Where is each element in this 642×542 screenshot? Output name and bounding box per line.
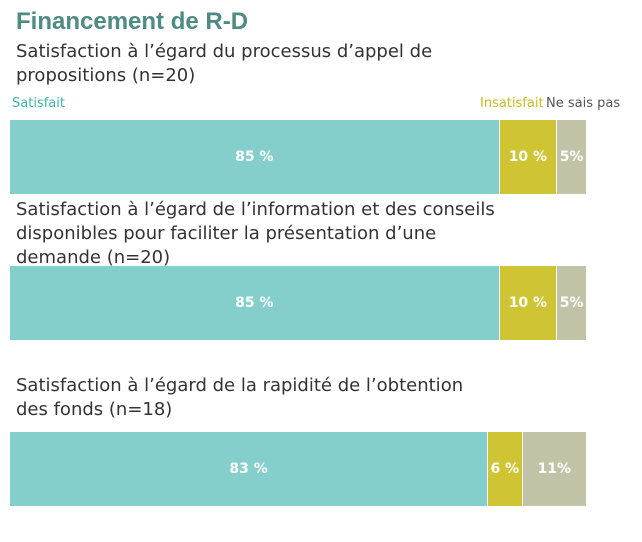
stacked-bar-3: 83 % 6 % 11%: [10, 432, 586, 506]
question-label-3: Satisfaction à l’égard de la rapidité de…: [16, 375, 464, 420]
bar-segment-insatisfait: 6 %: [488, 432, 523, 506]
bar-segment-ne-sais-pas: 11%: [522, 432, 586, 506]
bar-segment-ne-sais-pas: 5%: [557, 266, 586, 340]
bar-segment-satisfait: 85 %: [10, 120, 500, 194]
bar-segment-satisfait: 85 %: [10, 266, 500, 340]
stacked-bar-1: 85 % 10 % 5%: [10, 120, 586, 194]
legend-satisfait: Satisfait: [12, 96, 65, 111]
bar-segment-ne-sais-pas: 5%: [557, 120, 586, 194]
question-label-1: Satisfaction à l’égard du processus d’ap…: [16, 41, 433, 86]
data-label: 10 %: [508, 149, 548, 165]
data-label: 5%: [559, 295, 584, 311]
legend-ne-sais-pas: Ne sais pas: [546, 96, 621, 111]
data-label: 5%: [559, 149, 584, 165]
legend-insatisfait: Insatisfait: [480, 96, 544, 111]
data-label: 10 %: [508, 295, 548, 311]
data-label: 83 %: [229, 461, 268, 477]
bar-segment-insatisfait: 10 %: [499, 120, 558, 194]
data-label: 85 %: [235, 295, 274, 311]
bar-segment-satisfait: 83 %: [10, 432, 489, 506]
data-label: 85 %: [235, 149, 274, 165]
chart-title: Financement de R-D: [16, 8, 249, 35]
stacked-bar-2: 85 % 10 % 5%: [10, 266, 586, 340]
bar-segment-insatisfait: 10 %: [499, 266, 558, 340]
data-label: 11%: [537, 461, 572, 477]
question-label-2: Satisfaction à l’égard de l’information …: [16, 199, 495, 268]
data-label: 6 %: [490, 461, 520, 477]
